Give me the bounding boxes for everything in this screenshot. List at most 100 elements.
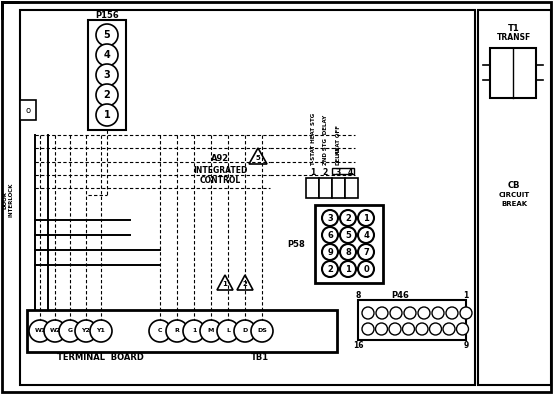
- Circle shape: [432, 307, 444, 319]
- Bar: [20, 10, 475, 385]
- Circle shape: [389, 323, 401, 335]
- Text: 5: 5: [104, 30, 110, 40]
- Text: 2: 2: [345, 214, 351, 222]
- Text: 8: 8: [345, 248, 351, 256]
- Text: 1: 1: [310, 167, 316, 177]
- Text: HEAT OFF: HEAT OFF: [336, 125, 341, 155]
- Polygon shape: [249, 148, 267, 164]
- Circle shape: [96, 84, 118, 106]
- Circle shape: [59, 320, 81, 342]
- Circle shape: [75, 320, 97, 342]
- Circle shape: [358, 261, 374, 277]
- Circle shape: [358, 227, 374, 243]
- Text: 1: 1: [463, 290, 469, 299]
- Circle shape: [251, 320, 273, 342]
- Text: CONTROL: CONTROL: [199, 175, 240, 184]
- Circle shape: [340, 227, 356, 243]
- Text: T-STAT HEAT STG: T-STAT HEAT STG: [310, 113, 315, 165]
- Polygon shape: [237, 275, 253, 290]
- Text: 9: 9: [327, 248, 333, 256]
- Text: W1: W1: [34, 329, 45, 333]
- Circle shape: [358, 210, 374, 226]
- Text: 2: 2: [327, 265, 333, 273]
- Text: TRANSF: TRANSF: [497, 32, 531, 41]
- Text: TERMINAL  BOARD: TERMINAL BOARD: [57, 352, 143, 361]
- Text: P46: P46: [391, 290, 409, 299]
- Circle shape: [340, 210, 356, 226]
- Text: 8: 8: [355, 290, 361, 299]
- Circle shape: [234, 320, 256, 342]
- Circle shape: [416, 323, 428, 335]
- Text: Y1: Y1: [96, 329, 105, 333]
- Bar: [332, 168, 354, 174]
- Circle shape: [376, 307, 388, 319]
- Bar: [27, 310, 337, 352]
- Text: D: D: [243, 329, 248, 333]
- Text: 16: 16: [353, 340, 363, 350]
- Text: CB: CB: [508, 181, 520, 190]
- Circle shape: [322, 227, 338, 243]
- Text: 1: 1: [345, 265, 351, 273]
- Circle shape: [217, 320, 239, 342]
- Text: o: o: [25, 105, 30, 115]
- Text: 1: 1: [192, 329, 196, 333]
- Text: 0: 0: [363, 265, 369, 273]
- Text: DS: DS: [257, 329, 267, 333]
- Text: INTEGRATED: INTEGRATED: [193, 166, 247, 175]
- Circle shape: [443, 323, 455, 335]
- Text: P156: P156: [95, 11, 119, 19]
- Bar: [319, 178, 332, 198]
- Text: TB1: TB1: [251, 352, 269, 361]
- Circle shape: [322, 210, 338, 226]
- Text: BREAK: BREAK: [501, 201, 527, 207]
- Text: DELAY: DELAY: [336, 145, 341, 165]
- Circle shape: [404, 307, 416, 319]
- Circle shape: [149, 320, 171, 342]
- Text: 9: 9: [463, 340, 469, 350]
- Text: P58: P58: [288, 239, 305, 248]
- Circle shape: [390, 307, 402, 319]
- Circle shape: [96, 104, 118, 126]
- Circle shape: [429, 323, 442, 335]
- Bar: [306, 178, 319, 198]
- Text: 2ND STG  DELAY: 2ND STG DELAY: [322, 115, 327, 165]
- Bar: [20, 100, 36, 120]
- Bar: [315, 205, 383, 283]
- Text: G: G: [68, 329, 73, 333]
- Text: 1: 1: [223, 281, 228, 287]
- Bar: [332, 178, 345, 198]
- Text: 2: 2: [104, 90, 110, 100]
- Text: M: M: [208, 329, 214, 333]
- Circle shape: [403, 323, 414, 335]
- Text: 4: 4: [104, 50, 110, 60]
- Circle shape: [376, 323, 387, 335]
- Circle shape: [200, 320, 222, 342]
- Circle shape: [358, 244, 374, 260]
- Text: 1: 1: [104, 110, 110, 120]
- Text: 3: 3: [327, 214, 333, 222]
- Text: 3: 3: [335, 167, 341, 177]
- Text: 7: 7: [363, 248, 369, 256]
- Circle shape: [96, 64, 118, 86]
- Text: 5: 5: [345, 231, 351, 239]
- Circle shape: [322, 244, 338, 260]
- Text: 1: 1: [363, 214, 369, 222]
- Circle shape: [418, 307, 430, 319]
- Text: 4: 4: [347, 167, 353, 177]
- Circle shape: [166, 320, 188, 342]
- Circle shape: [340, 261, 356, 277]
- Text: Y2: Y2: [81, 329, 90, 333]
- Circle shape: [456, 323, 469, 335]
- Circle shape: [44, 320, 66, 342]
- Text: C: C: [158, 329, 162, 333]
- Circle shape: [96, 44, 118, 66]
- Polygon shape: [217, 275, 233, 290]
- Circle shape: [322, 261, 338, 277]
- Circle shape: [362, 323, 374, 335]
- Circle shape: [340, 244, 356, 260]
- Text: 2: 2: [243, 281, 248, 287]
- Text: W2: W2: [49, 329, 60, 333]
- Text: 3: 3: [104, 70, 110, 80]
- Circle shape: [90, 320, 112, 342]
- Text: T1: T1: [508, 23, 520, 32]
